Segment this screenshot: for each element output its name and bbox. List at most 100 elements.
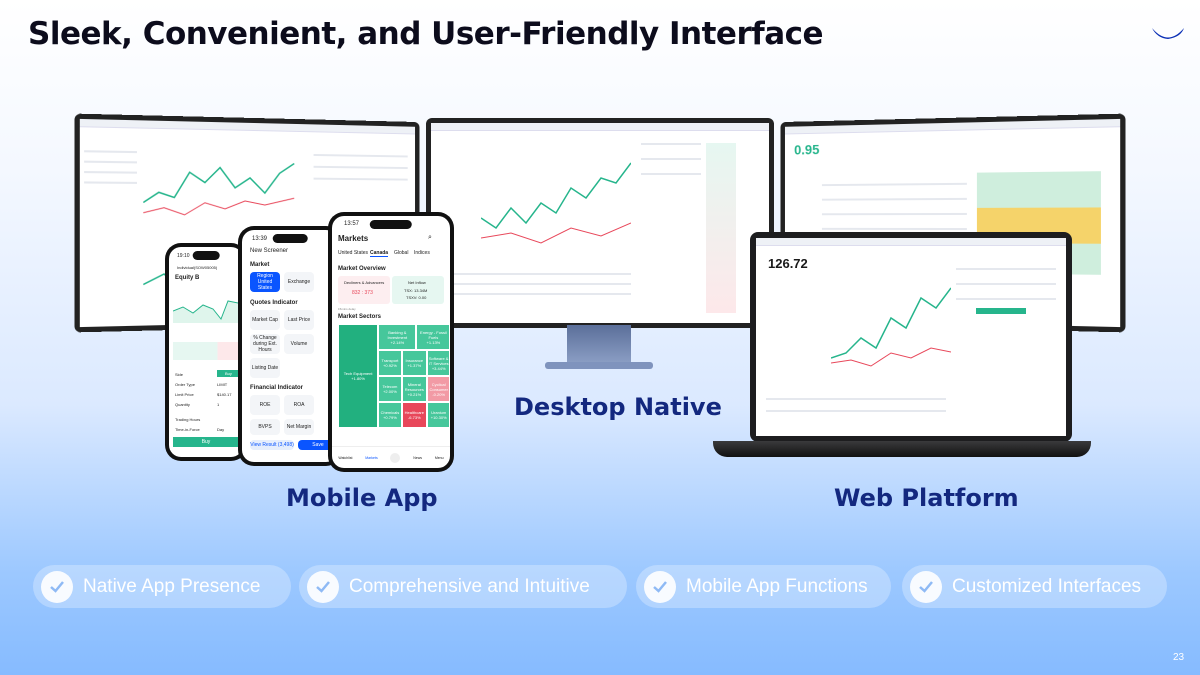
sector-tile[interactable]: Uranium +10.30%: [427, 402, 450, 428]
tsxv-inflow: TSXV: 0.00: [406, 295, 427, 300]
feature-pill: Customized Interfaces: [902, 565, 1167, 608]
sector-change: +2.14%: [390, 339, 405, 345]
sector-tile[interactable]: Cyclical Consumer -0.20%: [427, 376, 450, 402]
mobile-app-label: Mobile App: [286, 484, 438, 512]
monitor-center: [426, 118, 774, 328]
sector-change: +1.37%: [407, 363, 422, 368]
financial-filter[interactable]: ROE: [250, 395, 280, 415]
view-result-button[interactable]: View Result (3,498): [250, 440, 294, 450]
quantity-field[interactable]: 1: [217, 402, 220, 407]
trading-hours-label: Trading Hours: [175, 417, 201, 422]
sector-tile[interactable]: Mineral Resources +0.21%: [401, 376, 428, 402]
account-selector[interactable]: Individual(SOW05005): [177, 265, 218, 270]
market-overview-title[interactable]: Market Overview: [338, 266, 386, 272]
sector-tile[interactable]: Tech Equipment +1.80%: [338, 324, 379, 428]
sector-name: Mineral Resources: [404, 381, 424, 392]
sector-treemap: Tech Equipment +1.80% Banking & Investment…: [338, 324, 450, 428]
sector-tile[interactable]: Software & IT Services +3.44%: [427, 350, 450, 376]
side-label: Side: [175, 372, 184, 377]
desktop-native-label: Desktop Native: [514, 393, 722, 421]
phone-screener: 13:39 New Screener Market Region United …: [238, 226, 342, 466]
tab-canada[interactable]: Canada: [370, 250, 389, 257]
tab-united-states[interactable]: United States: [338, 250, 369, 256]
search-icon[interactable]: ⌕: [428, 234, 432, 241]
sector-change: +1.13%: [426, 339, 441, 345]
nav-news[interactable]: News: [413, 455, 423, 460]
web-platform-label: Web Platform: [834, 484, 1019, 512]
financial-filter[interactable]: BVPS: [250, 419, 280, 435]
phone-trade: 19:10 Individual(SOW05005) Equity B Side…: [165, 243, 247, 461]
tab-indices[interactable]: Indices: [414, 250, 430, 256]
sector-tile[interactable]: Transport +0.92%: [378, 350, 402, 376]
candlestick-chart: [831, 287, 951, 367]
tab-global[interactable]: Global: [394, 250, 409, 256]
feature-pill: Comprehensive and Intuitive: [299, 565, 627, 608]
exchange-filter[interactable]: Exchange: [284, 272, 314, 292]
symbol-name: Equity B: [175, 275, 200, 281]
financial-section-title: Financial Indicator: [250, 385, 304, 391]
page-number: 23: [1173, 652, 1185, 663]
sector-tile[interactable]: Healthcare -6.73%: [401, 402, 428, 428]
sector-tile[interactable]: Telecom +2.00%: [378, 376, 402, 402]
check-icon: [307, 570, 339, 603]
decliners-label: Decliners & Advancers: [344, 280, 385, 285]
check-icon: [644, 570, 676, 603]
tif-label: Time-in-Force: [175, 427, 200, 432]
sector-name: Cyclical Consumer: [429, 381, 448, 392]
tif-field[interactable]: Day: [217, 427, 225, 432]
quote-filter[interactable]: Market Cap: [250, 310, 280, 330]
quantity-label: Quantity: [175, 402, 190, 407]
quote-filter[interactable]: Last Price: [284, 310, 314, 330]
sector-name: Insurance: [405, 358, 424, 363]
limit-price-field[interactable]: $140.17: [217, 392, 232, 397]
financial-filter[interactable]: Net Margin: [284, 419, 314, 435]
status-time: 13:39: [252, 236, 268, 242]
feature-pill: Mobile App Functions: [636, 565, 891, 608]
feature-label: Mobile App Functions: [686, 575, 868, 597]
sector-name: Uranium: [431, 410, 447, 415]
nav-markets[interactable]: Markets: [365, 455, 378, 460]
candlestick-chart: [143, 141, 304, 223]
screener-header: New Screener: [250, 248, 289, 254]
check-icon: [910, 570, 942, 603]
quote-filter[interactable]: % Change during Ext. Hours: [250, 334, 280, 354]
financial-filter[interactable]: ROA: [284, 395, 314, 415]
quote-filter[interactable]: Volume: [284, 334, 314, 354]
sector-change: -6.73%: [407, 415, 421, 420]
price-chart: [173, 299, 243, 323]
sector-tile[interactable]: Insurance +1.37%: [401, 350, 428, 376]
sector-name: Energy - Fossil Fuels: [420, 329, 447, 340]
order-type-field[interactable]: LIMIT: [217, 382, 228, 387]
save-button[interactable]: Save: [298, 440, 338, 450]
candlestick-chart: [481, 162, 631, 244]
sector-name: Software & IT Services: [428, 355, 449, 366]
sector-change: +0.79%: [383, 415, 397, 420]
quotes-section-title: Quotes Indicator: [250, 300, 298, 306]
buy-toggle[interactable]: Buy: [217, 370, 240, 377]
decliners-value: 832 : 373: [352, 290, 373, 296]
sector-change: +0.21%: [407, 391, 422, 397]
sector-change: -0.20%: [432, 391, 446, 397]
delay-note: 15mins delay: [338, 307, 356, 311]
sector-change: +10.30%: [430, 415, 447, 420]
sector-tile[interactable]: Banking & Investment +2.14%: [378, 324, 417, 350]
feature-label: Native App Presence: [83, 575, 261, 597]
buy-button[interactable]: Buy: [173, 437, 239, 447]
check-icon: [41, 570, 73, 603]
nav-trade-icon[interactable]: [390, 452, 401, 463]
net-inflow-label: Net Inflow: [408, 280, 426, 285]
sector-name: Tech Equipment: [343, 371, 373, 376]
market-sectors-title[interactable]: Market Sectors: [338, 314, 382, 320]
nav-watchlist[interactable]: Watchlist: [338, 455, 353, 460]
sector-change: +0.92%: [383, 363, 397, 368]
region-filter[interactable]: Region United States: [250, 272, 280, 292]
sector-change: +2.00%: [383, 389, 397, 394]
sector-tile[interactable]: Energy - Fossil Fuels +1.13%: [416, 324, 450, 350]
quote-filter[interactable]: Listing Date: [250, 358, 280, 378]
page-title: Sleek, Convenient, and User-Friendly Int…: [28, 16, 824, 52]
status-time: 13:57: [344, 221, 360, 227]
sector-tile[interactable]: Chemicals +0.79%: [378, 402, 402, 428]
trading-desktop-screen: [431, 123, 769, 323]
nav-menu[interactable]: Menu: [434, 455, 444, 460]
markets-header: Markets: [338, 234, 369, 243]
